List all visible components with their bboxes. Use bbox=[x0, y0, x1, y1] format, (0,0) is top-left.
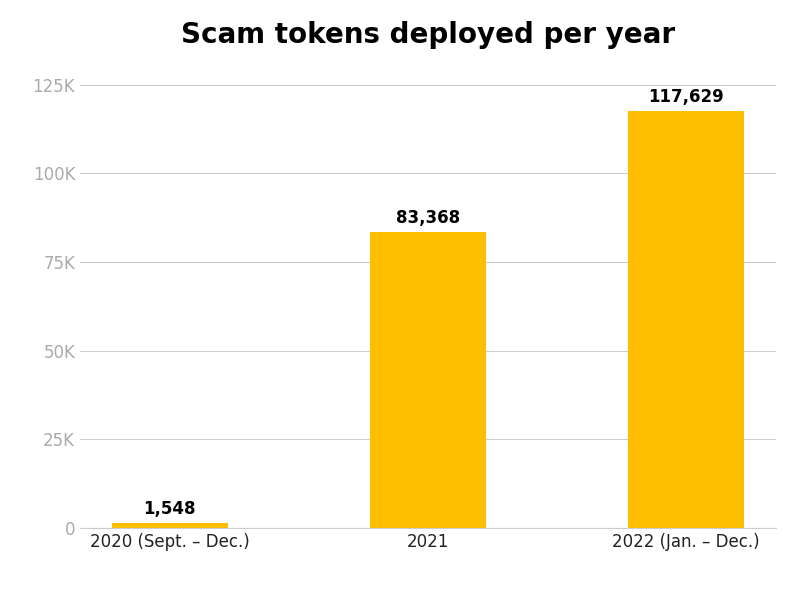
Bar bbox=[370, 232, 486, 528]
Text: 117,629: 117,629 bbox=[648, 88, 724, 106]
Text: 83,368: 83,368 bbox=[396, 209, 460, 227]
Bar bbox=[112, 523, 228, 528]
Text: 1,548: 1,548 bbox=[143, 500, 196, 518]
Bar bbox=[628, 111, 744, 528]
Title: Scam tokens deployed per year: Scam tokens deployed per year bbox=[181, 22, 675, 49]
